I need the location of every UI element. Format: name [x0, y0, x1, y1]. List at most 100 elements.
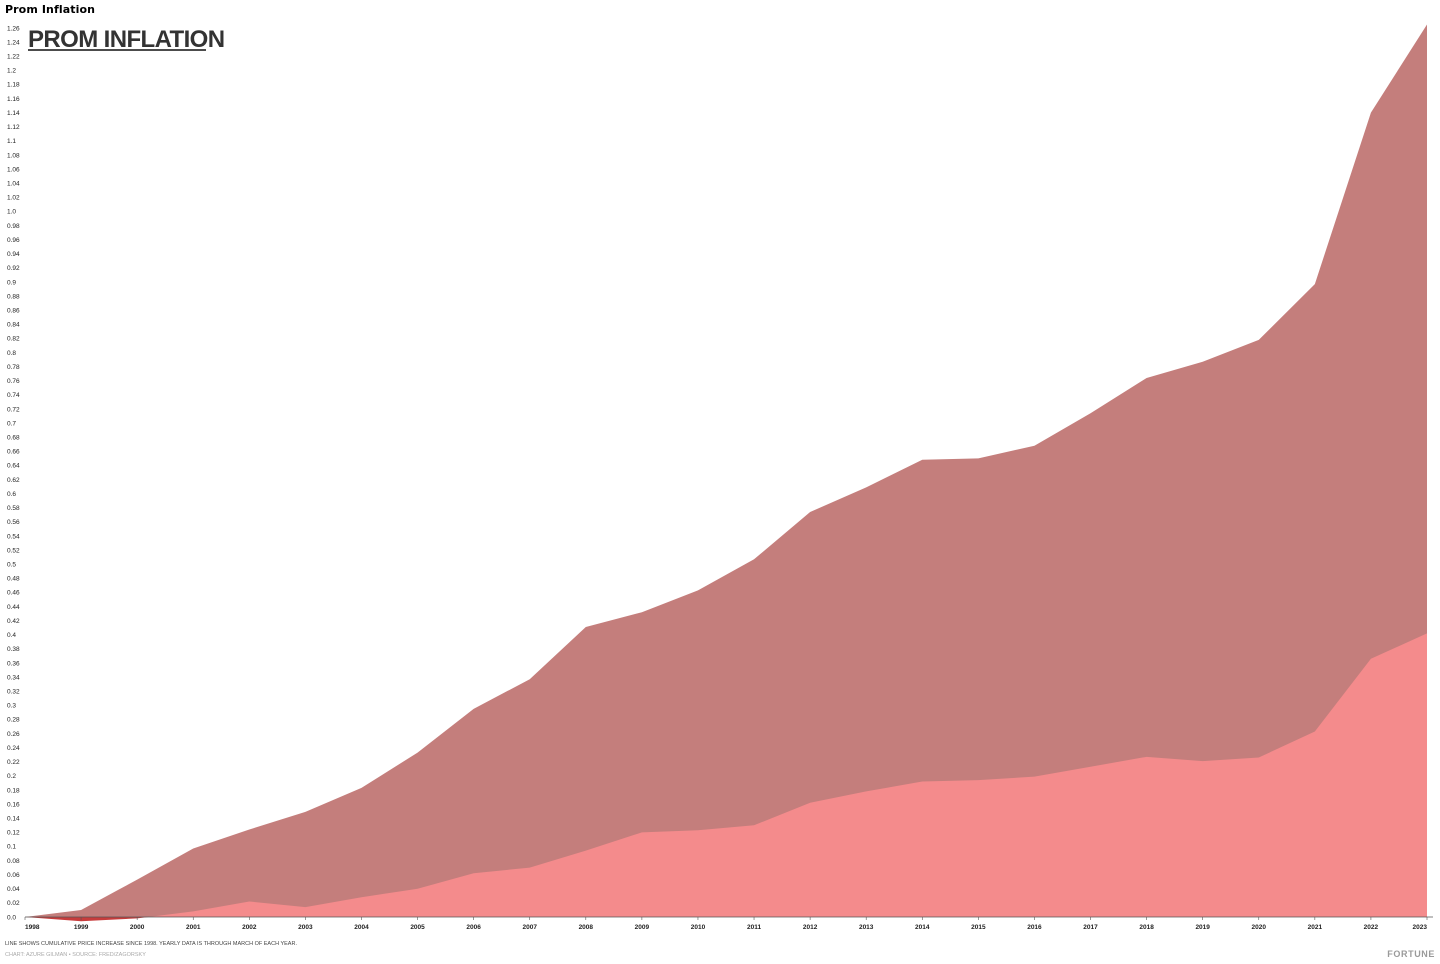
- x-tick-label: 2015: [971, 924, 986, 931]
- y-tick-label: 1.22: [7, 54, 20, 61]
- x-tick-label: 2021: [1308, 924, 1323, 931]
- y-tick-label: 0.84: [7, 322, 20, 329]
- x-tick-label: 2007: [522, 924, 537, 931]
- y-tick-label: 0.28: [7, 717, 20, 724]
- x-tick-label: 2018: [1139, 924, 1154, 931]
- x-tick-label: 2017: [1083, 924, 1098, 931]
- y-tick-label: 0.46: [7, 590, 20, 597]
- y-tick-label: 0.32: [7, 689, 20, 696]
- y-tick-label: 0.08: [7, 858, 20, 865]
- y-tick-label: 0.96: [7, 237, 20, 244]
- y-tick-label: 0.06: [7, 872, 20, 879]
- y-tick-label: 1.12: [7, 124, 20, 131]
- y-tick-label: 0.74: [7, 392, 20, 399]
- y-tick-label: 0.72: [7, 406, 20, 413]
- y-tick-label: 0.56: [7, 519, 20, 526]
- y-tick-label: 0.7: [7, 420, 16, 427]
- y-tick-label: 0.64: [7, 463, 20, 470]
- x-tick-label: 2005: [410, 924, 425, 931]
- y-tick-label: 0.44: [7, 604, 20, 611]
- y-tick-label: 0.78: [7, 364, 20, 371]
- y-tick-label: 0.88: [7, 293, 20, 300]
- page-heading: Prom Inflation: [5, 3, 96, 16]
- x-tick-label: 2000: [130, 924, 145, 931]
- x-tick-label: 2016: [1027, 924, 1042, 931]
- y-tick-label: 0.14: [7, 816, 20, 823]
- y-tick-label: 0.5: [7, 562, 16, 569]
- y-tick-label: 1.04: [7, 181, 20, 188]
- y-tick-label: 1.2: [7, 68, 16, 75]
- y-tick-label: 0.18: [7, 787, 20, 794]
- y-tick-label: 1.18: [7, 82, 20, 89]
- y-tick-label: 0.22: [7, 759, 20, 766]
- y-tick-label: 0.26: [7, 731, 20, 738]
- x-tick-label: 2004: [354, 924, 369, 931]
- y-tick-label: 1.06: [7, 166, 20, 173]
- x-tick-label: 1999: [74, 924, 89, 931]
- x-tick-label: 1998: [25, 924, 40, 931]
- y-tick-label: 0.68: [7, 435, 20, 442]
- y-tick-label: 0.58: [7, 505, 20, 512]
- area-series-2: [25, 633, 1427, 917]
- y-tick-label: 0.62: [7, 477, 20, 484]
- x-axis: 1998 1999 2000 2001 2002 2003 2004 2005 2006 2007…: [24, 916, 1433, 931]
- x-tick-label: 2014: [915, 924, 930, 931]
- y-tick-label: 1.24: [7, 39, 20, 46]
- y-tick-label: 0.48: [7, 576, 20, 583]
- y-tick-label: 1.1: [7, 138, 16, 145]
- y-tick-label: 0.52: [7, 547, 20, 554]
- area-series-1: [25, 24, 1427, 917]
- x-tick-label: 2009: [635, 924, 650, 931]
- x-tick-label: 2012: [803, 924, 818, 931]
- area-series-group: [25, 24, 1427, 922]
- x-tick-label: 2013: [859, 924, 874, 931]
- y-tick-label: 1.02: [7, 195, 20, 202]
- y-tick-label: 0.38: [7, 646, 20, 653]
- y-tick-label: 0.86: [7, 308, 20, 315]
- y-tick-label: 0.82: [7, 336, 20, 343]
- fortune-logo: FORTUNE: [1387, 949, 1435, 959]
- y-tick-label: 0.6: [7, 491, 16, 498]
- y-tick-label: 0.36: [7, 660, 20, 667]
- y-tick-label: 0.24: [7, 745, 20, 752]
- x-tick-label: 2010: [691, 924, 706, 931]
- x-tick-label: 2022: [1364, 924, 1379, 931]
- y-tick-label: 0.94: [7, 251, 20, 258]
- y-tick-label: 0.3: [7, 703, 16, 710]
- chart-note: LINE SHOWS CUMULATIVE PRICE INCREASE SIN…: [5, 941, 297, 947]
- y-tick-label: 0.76: [7, 378, 20, 385]
- y-tick-label: 0.02: [7, 900, 20, 907]
- y-tick-label: 0.04: [7, 886, 20, 893]
- y-tick-label: 1.08: [7, 152, 20, 159]
- y-tick-label: 0.2: [7, 773, 16, 780]
- y-tick-label: 0.34: [7, 674, 20, 681]
- y-tick-label: 0.16: [7, 801, 20, 808]
- y-tick-label: 0.4: [7, 632, 16, 639]
- y-tick-label: 0.12: [7, 830, 20, 837]
- x-tick-label: 2002: [242, 924, 257, 931]
- x-tick-label: 2019: [1195, 924, 1210, 931]
- y-tick-label: 1.16: [7, 96, 20, 103]
- y-tick-label: 0.66: [7, 449, 20, 456]
- y-tick-label: 1.14: [7, 110, 20, 117]
- y-tick-label: 0.92: [7, 265, 20, 272]
- x-tick-label: 2020: [1252, 924, 1267, 931]
- x-tick-label: 2003: [298, 924, 313, 931]
- y-tick-label: 0.8: [7, 350, 16, 357]
- y-tick-label: 1.26: [7, 25, 20, 32]
- y-tick-label: 0.54: [7, 533, 20, 540]
- x-tick-label: 2023: [1413, 924, 1428, 931]
- x-tick-label: 2006: [466, 924, 481, 931]
- chart-credit: CHART: AZURE GILMAN • SOURCE: FRED/ZAGOR…: [5, 952, 146, 958]
- y-axis: 0.0 0.02 0.04 0.06 0.08 0.1 0.12 0.14 0.16 0.18 0.…: [7, 25, 20, 921]
- x-tick-label: 2008: [579, 924, 594, 931]
- x-tick-label: 2001: [186, 924, 201, 931]
- y-tick-label: 1.0: [7, 209, 16, 216]
- y-tick-label: 0.42: [7, 618, 20, 625]
- y-tick-label: 0.1: [7, 844, 16, 851]
- y-tick-label: 0.98: [7, 223, 20, 230]
- y-tick-label: 0.0: [7, 914, 16, 921]
- x-tick-label: 2011: [747, 924, 761, 931]
- chart-title: PROM INFLATION: [28, 26, 224, 53]
